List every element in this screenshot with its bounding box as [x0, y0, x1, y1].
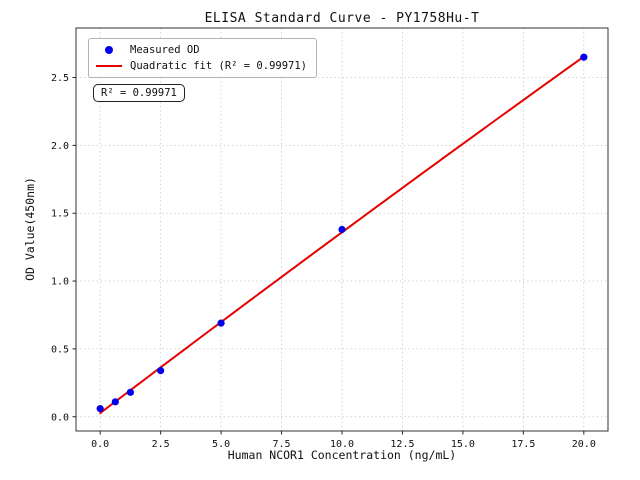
legend-label: Quadratic fit (R² = 0.99971) — [130, 60, 308, 72]
legend: Measured OD Quadratic fit (R² = 0.99971) — [88, 38, 318, 78]
x-tick-label: 17.5 — [511, 439, 535, 450]
legend-handle — [96, 64, 122, 68]
measured-od-point — [157, 367, 165, 375]
y-tick-label: 1.5 — [51, 209, 69, 220]
x-tick-label: 0.0 — [91, 439, 109, 450]
x-tick-label: 10.0 — [330, 439, 354, 450]
measured-od-point — [126, 388, 135, 396]
y-tick-label: 1.0 — [51, 277, 69, 288]
measured-od-point — [580, 53, 588, 61]
plot-border — [75, 27, 609, 432]
x-tick-label: 20.0 — [572, 439, 596, 450]
legend-label: Measured OD — [130, 44, 200, 56]
scatter-marker-icon — [105, 46, 113, 54]
fit-line-icon — [96, 64, 122, 68]
legend-handle — [96, 46, 122, 54]
x-tick-label: 15.0 — [451, 439, 475, 450]
measured-od-point — [111, 398, 119, 406]
legend-item-measured-od: Measured OD — [96, 44, 307, 56]
x-tick-label: 5.0 — [212, 439, 230, 450]
legend-item-quadratic-fit: Quadratic fit (R² = 0.99971) — [96, 60, 307, 72]
x-tick-label: 7.5 — [273, 439, 291, 450]
x-tick-label: 2.5 — [152, 439, 170, 450]
measured-od-point — [96, 405, 104, 413]
y-tick-label: 0.0 — [51, 412, 69, 423]
y-tick-label: 2.5 — [51, 73, 69, 84]
measured-od-point — [338, 225, 346, 234]
x-tick-label: 12.5 — [390, 439, 414, 450]
y-axis-label: OD Value(450nm) — [23, 177, 37, 281]
r-squared-annotation: R² = 0.99971 — [93, 84, 185, 102]
y-tick-label: 0.5 — [51, 344, 69, 355]
measured-od-point — [217, 319, 225, 327]
x-axis-label: Human NCOR1 Concentration (ng/mL) — [227, 448, 457, 462]
chart-title: ELISA Standard Curve - PY1758Hu-T — [204, 11, 480, 26]
y-tick-label: 2.0 — [51, 141, 69, 152]
